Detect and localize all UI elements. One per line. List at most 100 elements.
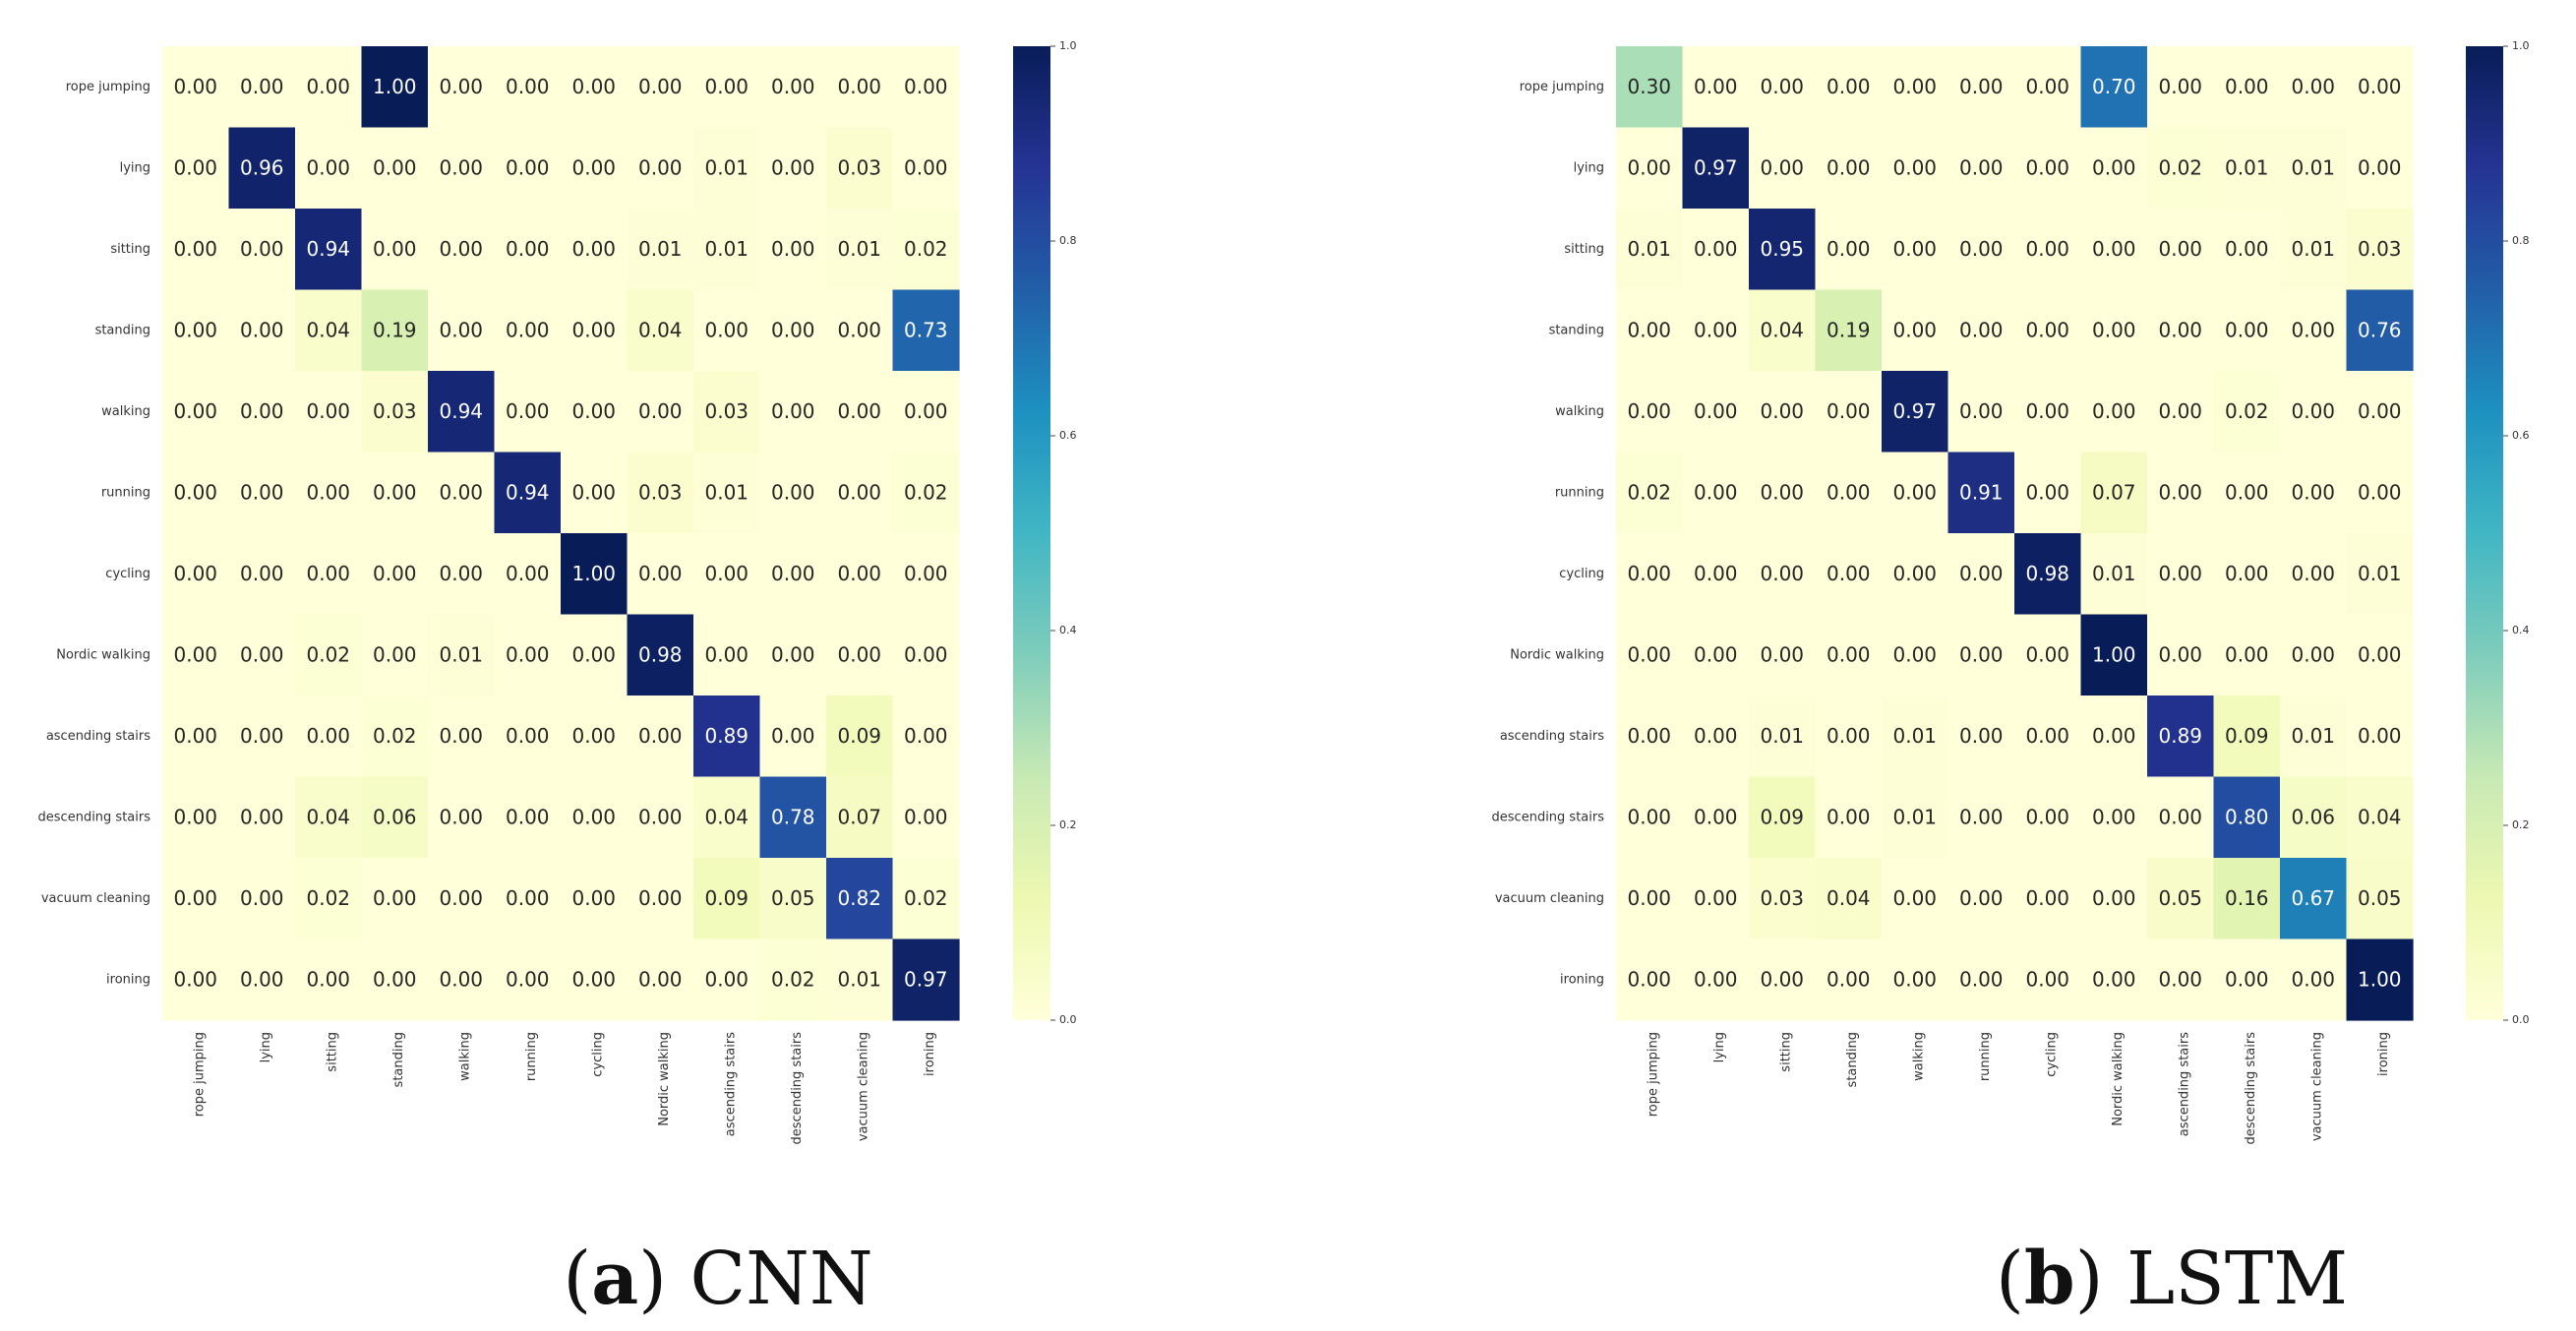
- heatmap-cell: [494, 371, 562, 454]
- cell-value-label: 0.19: [1827, 318, 1871, 341]
- heatmap-cell: [2147, 938, 2215, 1021]
- heatmap-cell: [2080, 696, 2148, 778]
- heatmap-cell: [759, 127, 827, 210]
- cell-value-label: 0.00: [506, 886, 550, 910]
- cell-value-label: 0.00: [506, 75, 550, 98]
- heatmap-cell: [892, 696, 960, 778]
- column-label: descending stairs: [790, 1032, 805, 1145]
- cell-value-label: 0.00: [1760, 967, 1804, 991]
- colorbar-tick-label: 1.0: [2512, 39, 2530, 52]
- cell-value-label: 0.00: [240, 562, 284, 585]
- heatmap-cell: [2346, 858, 2414, 940]
- row-label: sitting: [1564, 242, 1604, 257]
- heatmap-cell: [1749, 46, 1817, 129]
- cell-value-label: 0.00: [771, 642, 815, 666]
- heatmap-cell: [1815, 127, 1883, 210]
- heatmap-cell: [228, 533, 296, 616]
- heatmap-panel-cnn: 0.00 0.00 0.00 1.00 0.00 0.00 0.00 0.00 0.00 0.00…: [38, 39, 1077, 1321]
- heatmap-cell: [1682, 371, 1750, 454]
- heatmap-cell: [162, 371, 230, 454]
- cell-value-label: 0.01: [837, 967, 881, 991]
- heatmap-cell: [162, 533, 230, 616]
- heatmap-cell: [693, 289, 761, 372]
- heatmap-cell: [826, 46, 894, 129]
- column-label: cycling: [590, 1032, 605, 1077]
- cell-value-label: 0.00: [1694, 562, 1738, 585]
- heatmap-cell: [1815, 776, 1883, 859]
- row-label: Nordic walking: [56, 647, 150, 662]
- cell-value-label: 0.00: [771, 399, 815, 423]
- cell-value-label: 0.00: [571, 480, 616, 504]
- heatmap-cell: [892, 533, 960, 616]
- cell-value-label: 0.00: [2025, 805, 2069, 828]
- heatmap-cell: [1947, 46, 2015, 129]
- cell-value-label: 0.00: [638, 805, 683, 828]
- heatmap-cell: [627, 452, 694, 534]
- heatmap-cell: [2346, 452, 2414, 534]
- heatmap-cell: [494, 289, 562, 372]
- heatmap-cell: [826, 533, 894, 616]
- cell-value-label: 0.00: [240, 399, 284, 423]
- heatmap-cell: [892, 858, 960, 940]
- cell-value-label: 0.03: [837, 155, 881, 179]
- heatmap-cell: [2280, 696, 2348, 778]
- heatmap-cell: [1815, 452, 1883, 534]
- caption-text: LSTM: [2127, 1237, 2348, 1321]
- heatmap-cell: [428, 776, 496, 859]
- cell-value-label: 0.00: [1827, 155, 1871, 179]
- cell-value-label: 0.00: [837, 562, 881, 585]
- cell-value-label: 0.01: [704, 237, 749, 261]
- cell-value-label: 0.00: [1827, 562, 1871, 585]
- heatmap-cell: [693, 614, 761, 696]
- cell-value-label: 0.01: [1760, 724, 1804, 748]
- cell-value-label: 0.00: [306, 967, 350, 991]
- cell-value-label: 0.00: [506, 237, 550, 261]
- heatmap-cell: [2346, 371, 2414, 454]
- cell-value-label: 0.00: [373, 480, 417, 504]
- heatmap-cell: [693, 46, 761, 129]
- heatmap-cell: [892, 938, 960, 1021]
- heatmap-cell: [1882, 289, 1949, 372]
- cell-value-label: 0.04: [638, 318, 683, 341]
- cell-value-label: 0.00: [638, 75, 683, 98]
- cell-value-label: 0.00: [2092, 237, 2136, 261]
- cell-value-label: 0.00: [1959, 562, 2004, 585]
- cell-value-label: 0.02: [904, 886, 948, 910]
- cell-value-label: 0.00: [2291, 75, 2335, 98]
- cell-value-label: 0.00: [1827, 642, 1871, 666]
- heatmap-cell: [295, 371, 363, 454]
- cell-value-label: 0.00: [373, 237, 417, 261]
- cell-value-label: 0.00: [1959, 318, 2004, 341]
- heatmap-cell: [1749, 452, 1817, 534]
- heatmap-cell: [1682, 533, 1750, 616]
- cell-value-label: 0.04: [306, 805, 350, 828]
- heatmap-cell: [2280, 776, 2348, 859]
- row-label: cycling: [105, 567, 150, 581]
- cell-value-label: 0.00: [1892, 75, 1937, 98]
- heatmap-cell: [1616, 289, 1684, 372]
- cell-value-label: 0.00: [1892, 155, 1937, 179]
- heatmap-cell: [693, 696, 761, 778]
- cell-value-label: 0.04: [1827, 886, 1871, 910]
- cell-value-label: 0.00: [2291, 399, 2335, 423]
- cell-value-label: 0.00: [2291, 967, 2335, 991]
- heatmap-cell: [2014, 46, 2082, 129]
- cell-value-label: 0.00: [1627, 562, 1671, 585]
- heatmap-cell: [2213, 533, 2281, 616]
- cell-value-label: 0.00: [571, 237, 616, 261]
- row-label: standing: [95, 323, 150, 337]
- cell-value-label: 0.02: [306, 886, 350, 910]
- cell-value-label: 1.00: [2092, 642, 2136, 666]
- heatmap-cell: [295, 696, 363, 778]
- cell-value-label: 0.00: [1959, 805, 2004, 828]
- cell-value-label: 0.00: [1827, 399, 1871, 423]
- cell-value-label: 0.00: [240, 886, 284, 910]
- cell-value-label: 0.03: [704, 399, 749, 423]
- heatmap-cell: [1815, 46, 1883, 129]
- heatmap-cell: [2280, 127, 2348, 210]
- cell-value-label: 0.00: [1627, 155, 1671, 179]
- cell-value-label: 0.00: [771, 237, 815, 261]
- cell-value-label: 0.00: [904, 155, 948, 179]
- column-label: ascending stairs: [2177, 1032, 2191, 1136]
- cell-value-label: 0.00: [571, 75, 616, 98]
